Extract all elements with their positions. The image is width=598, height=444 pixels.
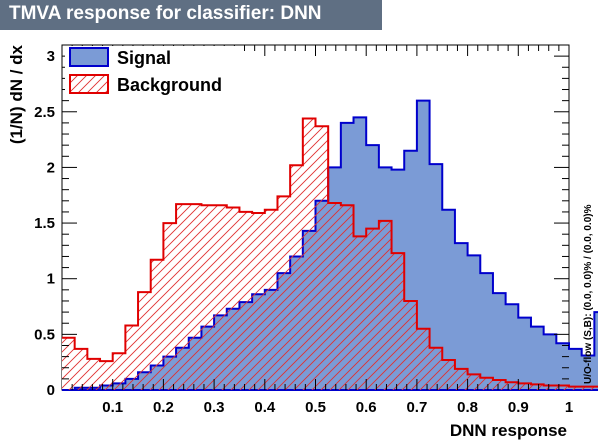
y-tick-label: 1.5 [34,215,55,232]
x-tick-label: 0.5 [305,399,326,416]
axis-ticks [62,44,569,390]
x-tick-label: 0.6 [356,399,377,416]
x-tick-label: 0.7 [406,399,427,416]
background-hatch-overlay [62,118,598,390]
y-tick-label: 2 [47,159,55,176]
background-line [62,117,598,388]
legend: Signal Background [65,46,241,98]
x-tick-label: 0.3 [204,399,225,416]
y-tick-label: 3 [47,48,55,65]
x-tick-label: 0.8 [457,399,478,416]
x-tick-label: 0.9 [508,399,529,416]
legend-label-background: Background [117,75,222,95]
legend-swatch-background [69,74,109,94]
y-tick-label: 2.5 [34,104,55,121]
y-tick-label: 0.5 [34,326,55,343]
x-axis-label: DNN response [450,421,567,440]
chart-title-bar: TMVA response for classifier: DNN [0,0,382,30]
chart-title: TMVA response for classifier: DNN [9,3,322,24]
background-hatch-area [62,118,598,390]
legend-label-signal: Signal [117,48,171,68]
y-tick-label: 1 [47,271,55,288]
x-tick-label: 0.1 [102,399,123,416]
x-tick-labels: 0.1 0.2 0.3 0.4 0.5 0.6 0.7 0.8 0.9 1 [102,399,573,416]
y-tick-labels: 0 0.5 1 1.5 2 2.5 3 [34,48,55,399]
legend-swatch-signal [69,47,109,67]
x-tick-label: 0.4 [254,399,276,416]
y-axis-label: (1/N) dN / dx [7,44,26,144]
x-tick-label: 1 [565,399,573,416]
background-outline [62,117,598,388]
x-tick-label: 0.2 [153,399,174,416]
y-tick-label: 0 [47,382,55,399]
overflow-note: U/O-flow (S,B): (0.0, 0.0)% / (0.0, 0.0)… [583,204,594,384]
